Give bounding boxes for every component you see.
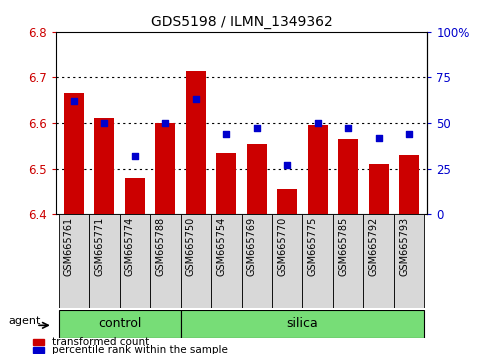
- Bar: [120, 214, 150, 308]
- Bar: [242, 214, 272, 308]
- Point: [253, 126, 261, 131]
- Point: [284, 162, 291, 168]
- Text: agent: agent: [8, 316, 41, 326]
- Point: [405, 131, 413, 137]
- Bar: [308, 125, 327, 214]
- Bar: [181, 214, 211, 308]
- Bar: [338, 139, 358, 214]
- Text: GSM665793: GSM665793: [399, 217, 409, 276]
- Text: GSM665785: GSM665785: [338, 217, 348, 276]
- Point: [314, 120, 322, 126]
- Point: [100, 120, 108, 126]
- Bar: [94, 119, 114, 214]
- Point: [131, 153, 139, 159]
- Bar: [125, 178, 145, 214]
- Bar: [272, 214, 302, 308]
- Text: GSM665754: GSM665754: [216, 217, 226, 276]
- Point: [222, 131, 230, 137]
- Text: GSM665792: GSM665792: [369, 217, 379, 276]
- Text: percentile rank within the sample: percentile rank within the sample: [53, 345, 228, 354]
- Bar: [369, 164, 389, 214]
- Bar: [277, 189, 297, 214]
- Bar: [33, 347, 44, 353]
- Text: GSM665761: GSM665761: [64, 217, 74, 276]
- Bar: [211, 214, 242, 308]
- Text: GSM665750: GSM665750: [186, 217, 196, 276]
- Title: GDS5198 / ILMN_1349362: GDS5198 / ILMN_1349362: [151, 16, 332, 29]
- Text: silica: silica: [286, 318, 318, 330]
- Bar: [150, 214, 181, 308]
- Bar: [302, 214, 333, 308]
- Bar: [89, 214, 120, 308]
- Bar: [156, 123, 175, 214]
- Text: transformed count: transformed count: [53, 337, 150, 347]
- Bar: [186, 70, 206, 214]
- Text: GSM665771: GSM665771: [94, 217, 104, 276]
- Point: [161, 120, 169, 126]
- Text: GSM665775: GSM665775: [308, 217, 318, 276]
- Point: [192, 97, 199, 102]
- Bar: [363, 214, 394, 308]
- Point: [375, 135, 383, 141]
- Bar: [247, 143, 267, 214]
- Bar: [181, 310, 425, 338]
- Text: GSM665770: GSM665770: [277, 217, 287, 276]
- Point: [344, 126, 352, 131]
- Bar: [333, 214, 363, 308]
- Text: GSM665788: GSM665788: [156, 217, 165, 276]
- Text: GSM665769: GSM665769: [247, 217, 257, 276]
- Bar: [33, 339, 44, 345]
- Bar: [58, 310, 181, 338]
- Bar: [58, 214, 89, 308]
- Text: GSM665774: GSM665774: [125, 217, 135, 276]
- Point: [70, 98, 78, 104]
- Bar: [64, 93, 84, 214]
- Bar: [394, 214, 425, 308]
- Bar: [216, 153, 236, 214]
- Bar: [399, 155, 419, 214]
- Text: control: control: [98, 318, 141, 330]
